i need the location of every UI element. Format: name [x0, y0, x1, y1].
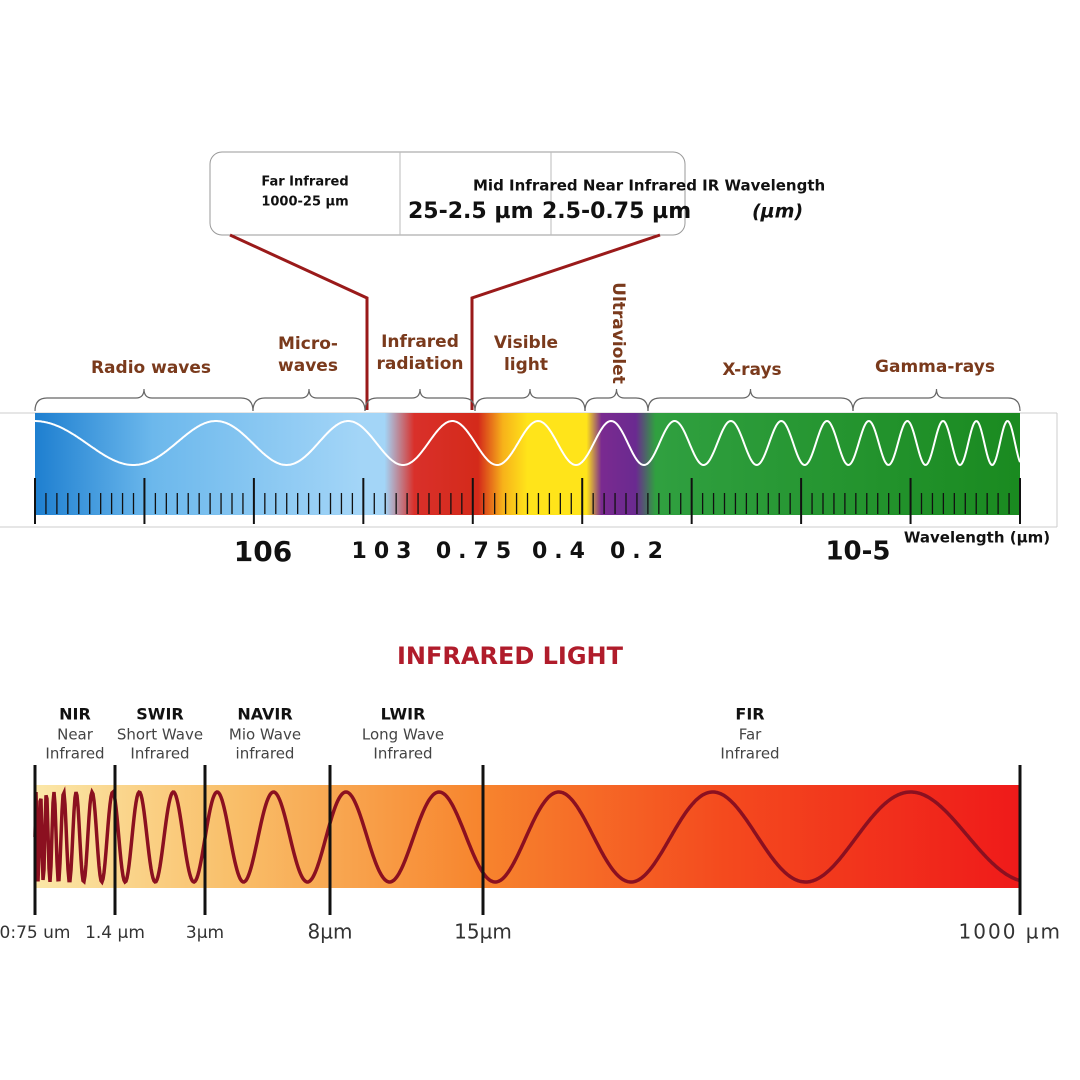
band-label: Micro-	[278, 334, 338, 354]
ir-tick-label: 3µm	[186, 923, 224, 943]
near-range: 2.5-0.75 µm	[542, 199, 691, 224]
mid-range: 25-2.5 µm	[408, 199, 534, 224]
brace	[647, 388, 854, 412]
brace	[252, 388, 366, 412]
ir-band-abbr: SWIR	[136, 705, 183, 724]
band-label: Radio waves	[91, 358, 211, 378]
brace	[474, 388, 586, 412]
band-label: Visible	[494, 333, 558, 353]
band-label: radiation	[376, 354, 463, 374]
ir-band-abbr: NAVIR	[237, 705, 292, 724]
ir-band-abbr: FIR	[735, 705, 764, 724]
ir-wave	[33, 786, 1021, 886]
unit: (µm)	[752, 201, 803, 223]
band-label: Gamma-rays	[875, 357, 995, 377]
ir-band-name: Near	[57, 726, 94, 744]
scale-label: 10-5	[825, 537, 890, 567]
brace	[34, 388, 254, 412]
axis-label: Wavelength (µm)	[904, 529, 1050, 547]
brace	[852, 388, 1021, 412]
section-title: INFRARED LIGHT	[397, 642, 624, 670]
band-label: X-rays	[722, 360, 781, 380]
ir-band-name: Infrared	[45, 745, 104, 763]
ir-tick-label: 1.4 µm	[85, 923, 145, 943]
callout-line	[470, 233, 661, 410]
ir-tick-label: 0:75 um	[0, 923, 70, 943]
band-label: light	[504, 355, 548, 375]
ir-band-name: Mio Wave	[229, 726, 301, 744]
callout-box	[209, 151, 686, 236]
ir-band-name: Infrared	[130, 745, 189, 763]
scale-label: 103	[352, 539, 419, 564]
band-label: Ultraviolet	[608, 282, 628, 384]
scale-label: 0.75	[436, 539, 518, 564]
callout-line	[229, 233, 369, 410]
ir-tick-label: 1000 µm	[959, 920, 1062, 944]
scale-label: 106	[234, 535, 292, 568]
ir-band-abbr: LWIR	[381, 705, 426, 724]
ir-band-abbr: NIR	[59, 705, 91, 724]
brace	[584, 388, 649, 412]
ir-band-name: Far	[739, 726, 762, 744]
ir-band-name: Short Wave	[117, 726, 203, 744]
scale-label: 0.4	[532, 539, 592, 564]
spectrum-wave	[35, 419, 1021, 467]
ir-tick-label: 8µm	[308, 920, 353, 944]
ir-band-name: Long Wave	[362, 726, 444, 744]
far-name: Far Infrared	[261, 175, 348, 190]
scale-label: 0.2	[610, 539, 670, 564]
band-label: Infrared	[381, 332, 459, 352]
ir-band-name: Infrared	[720, 745, 779, 763]
brace	[364, 388, 476, 412]
band-label: waves	[278, 356, 338, 376]
far-range: 1000-25 µm	[261, 195, 348, 210]
box-header: Mid Infrared Near Infrared IR Wavelength	[473, 177, 825, 195]
ir-band-name: Infrared	[373, 745, 432, 763]
ir-tick-label: 15µm	[454, 920, 512, 944]
ir-band-name: infrared	[236, 745, 295, 763]
